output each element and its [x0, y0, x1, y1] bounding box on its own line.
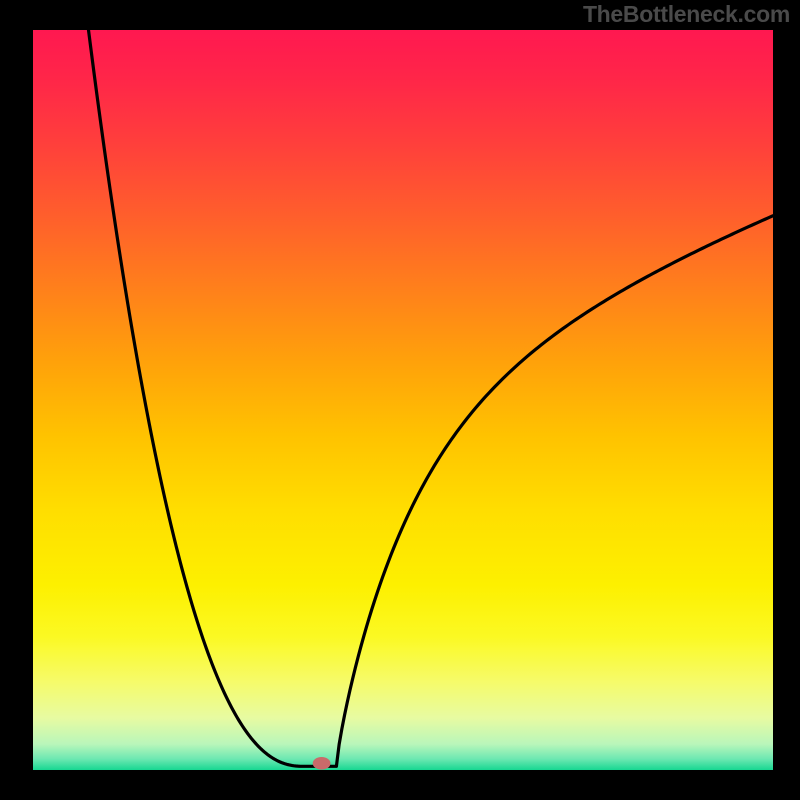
plot-svg: [33, 30, 773, 770]
minimum-marker: [313, 757, 331, 770]
watermark-text: TheBottleneck.com: [583, 1, 790, 28]
plot-area: [33, 30, 773, 770]
chart-container: TheBottleneck.com: [0, 0, 800, 800]
